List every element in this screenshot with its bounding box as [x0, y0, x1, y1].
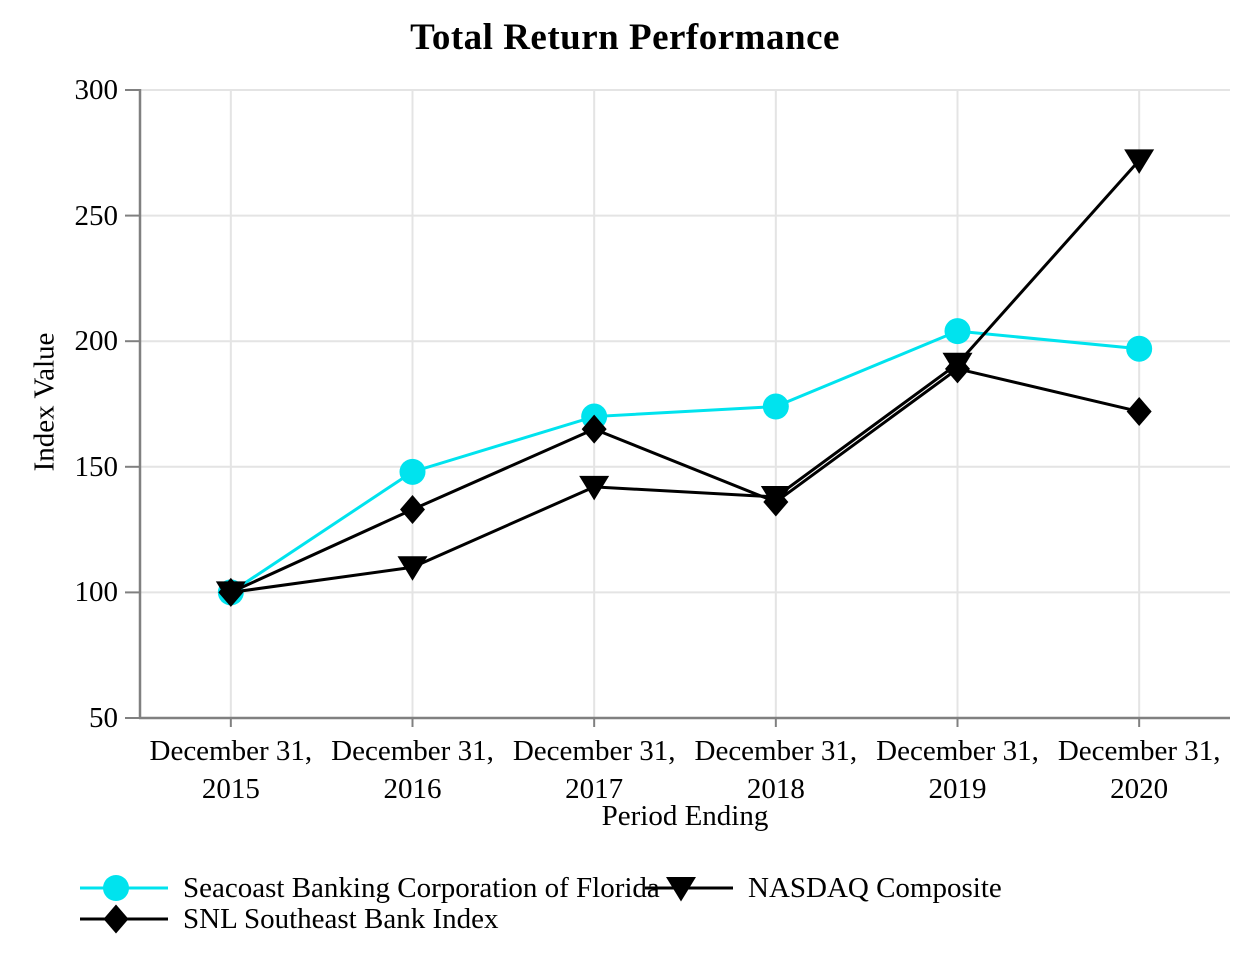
circle-icon [103, 875, 129, 901]
data-point-marker [581, 414, 607, 444]
x-tick-label: December 31, 2019 [876, 735, 1039, 805]
y-tick-label: 250 [74, 199, 119, 232]
x-tick-label: December 31, 2017 [512, 735, 676, 805]
data-point-marker [760, 485, 791, 511]
data-point-marker [944, 318, 971, 345]
y-tick-label: 150 [74, 450, 119, 483]
legend-label: Seacoast Banking Corporation of Florida [183, 871, 660, 904]
legend-swatch [80, 904, 168, 934]
data-point-marker [400, 495, 425, 525]
data-point-marker [1126, 397, 1152, 427]
x-tick-label: December 31, 2016 [331, 735, 494, 805]
data-point-marker [1126, 335, 1153, 362]
legend-label: SNL Southeast Bank Index [183, 902, 499, 935]
x-tick-label: December 31, 2018 [694, 735, 858, 805]
series-line [230, 329, 1140, 594]
legend-item: Seacoast Banking Corporation of Florida [80, 872, 660, 904]
data-point-marker [399, 458, 426, 485]
series-line [230, 367, 1140, 594]
data-point-marker [762, 393, 789, 420]
data-point-marker [397, 556, 428, 581]
legend-item: SNL Southeast Bank Index [80, 903, 498, 935]
y-tick-label: 200 [74, 325, 119, 358]
data-point-marker [1124, 149, 1155, 174]
series-2 [218, 354, 1152, 607]
chart-title: Total Return Performance [410, 17, 840, 58]
x-tick-label: December 31, 2015 [149, 735, 313, 805]
data-point-marker [942, 352, 973, 378]
series-line [230, 159, 1141, 594]
legend-swatch [645, 877, 733, 902]
x-axis-title: Period Ending [601, 800, 769, 832]
y-tick-label: 100 [74, 576, 119, 609]
series-1 [217, 318, 1153, 606]
triangle-down-icon [666, 877, 696, 902]
legend-swatch [80, 875, 168, 901]
diamond-icon [103, 904, 129, 934]
data-point-marker [579, 475, 610, 501]
legend-label: NASDAQ Composite [748, 871, 1002, 904]
data-point-marker [215, 581, 246, 606]
series-3 [215, 149, 1155, 606]
legend-item: NASDAQ Composite [645, 872, 1002, 904]
x-tick-label: December 31, 2020 [1057, 735, 1221, 805]
y-tick-label: 50 [89, 702, 118, 734]
y-tick-label: 300 [74, 74, 119, 106]
